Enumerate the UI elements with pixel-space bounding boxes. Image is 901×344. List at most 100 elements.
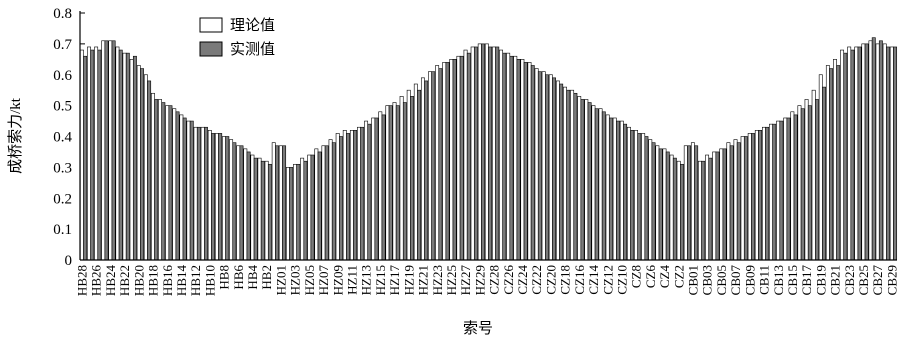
bar <box>836 65 841 261</box>
bar <box>417 89 422 261</box>
bar <box>267 163 272 261</box>
bar <box>726 142 731 261</box>
bar <box>516 59 521 261</box>
bar <box>339 136 343 261</box>
bar <box>552 77 557 261</box>
x-tick-label: CB23 <box>842 265 857 295</box>
bar <box>353 130 358 261</box>
bar <box>587 102 592 261</box>
bar <box>289 167 294 261</box>
bar <box>196 126 201 261</box>
x-tick-label: HZ23 <box>430 265 445 295</box>
bar <box>708 157 713 261</box>
bar <box>108 40 113 261</box>
y-tick-label: 0.4 <box>53 130 72 146</box>
x-tick-label: CB21 <box>828 265 843 295</box>
bar <box>882 43 887 261</box>
bar <box>101 40 106 261</box>
bar <box>492 46 496 261</box>
bar <box>314 148 319 261</box>
bar <box>577 96 582 261</box>
x-tick-label: HZ09 <box>330 265 345 295</box>
bar <box>264 160 269 261</box>
bar <box>555 80 560 261</box>
x-tick-label: CB15 <box>785 265 800 295</box>
bar <box>541 71 546 261</box>
bar <box>104 40 109 261</box>
bar <box>758 130 763 261</box>
bar <box>300 157 305 261</box>
x-tick-label: HZ03 <box>288 265 303 295</box>
x-tick-label: HB28 <box>75 265 90 296</box>
x-tick-label: HZ17 <box>387 265 402 296</box>
x-tick-label: CB29 <box>884 265 899 295</box>
bar <box>566 89 571 261</box>
bar <box>548 74 553 261</box>
bar <box>605 114 610 261</box>
bar <box>204 126 208 261</box>
y-tick-label: 0.6 <box>53 68 72 84</box>
bar <box>118 49 123 261</box>
bar <box>189 120 194 261</box>
bar <box>452 59 457 261</box>
bar <box>371 117 376 261</box>
bar <box>612 117 617 261</box>
bar <box>502 52 507 261</box>
bar <box>840 49 845 261</box>
bar <box>619 120 624 261</box>
bar <box>793 114 798 261</box>
y-tick-label: 0.1 <box>53 222 72 238</box>
bar <box>729 145 734 261</box>
bar <box>747 133 752 261</box>
bar <box>751 133 755 261</box>
x-tick-label: CB19 <box>813 265 828 295</box>
bar <box>523 62 528 261</box>
bar <box>623 123 628 261</box>
x-axis-label: 索号 <box>463 320 493 337</box>
bar <box>225 136 230 261</box>
bar <box>200 126 205 261</box>
x-tick-label: CB03 <box>700 265 715 295</box>
x-tick-label: HB6 <box>231 265 246 290</box>
bar <box>406 89 411 261</box>
x-tick-label: HB10 <box>202 265 217 296</box>
bar <box>307 154 312 261</box>
bar <box>694 145 699 261</box>
bar <box>140 68 144 261</box>
y-axis-label: 成桥索力/kt <box>7 97 24 174</box>
x-tick-label: CB07 <box>728 265 743 296</box>
bar <box>875 43 880 261</box>
bar <box>580 99 585 261</box>
bar <box>381 114 386 261</box>
bar <box>175 111 180 261</box>
bar <box>655 145 660 261</box>
bar <box>395 105 400 261</box>
bar <box>790 111 795 261</box>
x-tick-label: CZ12 <box>600 265 615 295</box>
bar <box>374 117 379 261</box>
bar <box>534 68 539 261</box>
bar <box>861 43 866 261</box>
bar <box>495 46 500 261</box>
x-tick-label: CB17 <box>799 265 814 296</box>
bar <box>762 126 766 261</box>
bar <box>97 49 102 261</box>
bar <box>218 133 223 261</box>
bar <box>165 105 170 261</box>
bar <box>275 145 279 261</box>
bar <box>651 142 656 261</box>
bar <box>800 108 805 261</box>
bar <box>591 105 596 261</box>
x-tick-label: HZ25 <box>444 265 459 295</box>
x-tick-label: CZ16 <box>572 265 587 295</box>
x-tick-label: CZ18 <box>558 265 573 295</box>
bar <box>506 52 511 261</box>
bar <box>246 151 251 261</box>
x-tick-label: CZ22 <box>529 265 544 295</box>
x-tick-label: CZ26 <box>501 265 516 295</box>
bar <box>168 105 173 261</box>
bar <box>868 40 873 261</box>
bar <box>680 163 684 261</box>
bar <box>456 55 461 261</box>
bar <box>754 130 759 261</box>
